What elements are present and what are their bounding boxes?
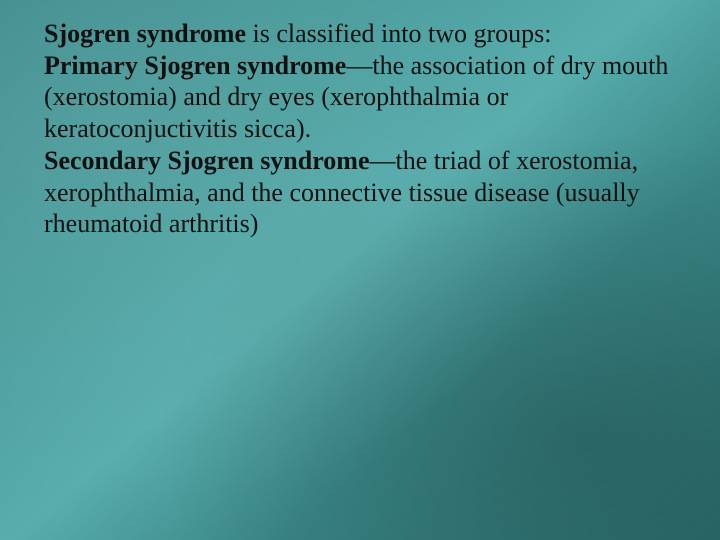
primary-bold: Primary Sjogren syndrome — [44, 51, 346, 80]
slide-content: Sjogren syndrome is classified into two … — [44, 18, 676, 240]
intro-rest: is classified into two groups: — [246, 19, 551, 48]
secondary-bold: Secondary Sjogren syndrome — [44, 146, 370, 175]
intro-bold: Sjogren syndrome — [44, 19, 246, 48]
intro-paragraph: Sjogren syndrome is classified into two … — [44, 18, 676, 50]
primary-paragraph: Primary Sjogren syndrome—the association… — [44, 50, 676, 145]
secondary-paragraph: Secondary Sjogren syndrome—the triad of … — [44, 145, 676, 240]
